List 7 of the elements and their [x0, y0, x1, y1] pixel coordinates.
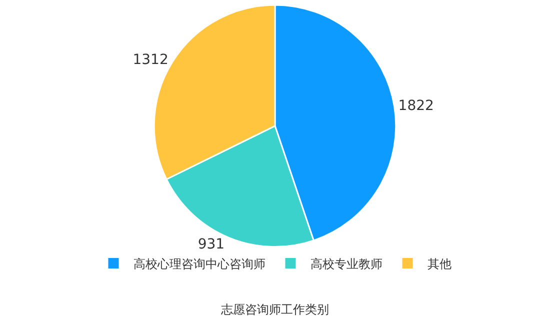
legend-label: 其他 [428, 256, 452, 271]
legend-label: 高校专业教师 [310, 256, 382, 271]
data-label: 1822 [398, 98, 434, 114]
data-label: 931 [198, 236, 225, 252]
text: 志愿咨询师工作类别 [221, 302, 329, 317]
legend-label: 高校心理咨询中心咨询师 [134, 256, 266, 271]
data-label: 1312 [132, 52, 168, 68]
